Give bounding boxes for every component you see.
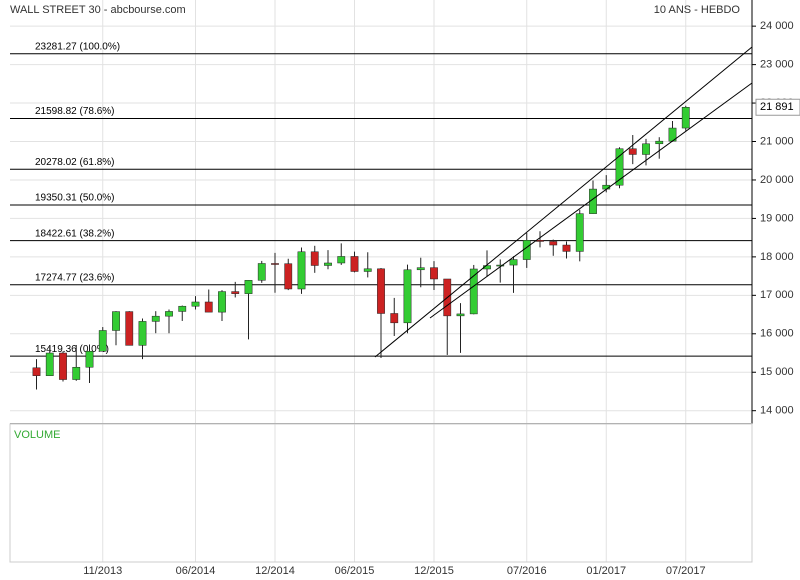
volume-panel xyxy=(9,423,753,563)
candle-body xyxy=(337,256,346,264)
candle-body xyxy=(59,352,67,380)
last-price-label: 21 891 xyxy=(760,101,794,113)
x-tick-label: 01/2017 xyxy=(586,565,626,577)
candle-body xyxy=(231,291,240,294)
candle-body xyxy=(496,264,505,267)
y-tick-label: 24 000 xyxy=(760,20,794,32)
candle-body xyxy=(430,267,438,280)
y-tick-label: 15 000 xyxy=(760,366,794,378)
candle-body xyxy=(681,106,690,129)
fibonacci: 23281.27 (100.0%) 21598.82 (78.6%) 20278.0… xyxy=(10,41,752,357)
candle-body xyxy=(178,305,187,312)
candle-body xyxy=(125,311,134,346)
candle-body xyxy=(456,313,465,317)
candle-body xyxy=(575,213,584,252)
fibonacci-label: 21598.82 (78.6%) xyxy=(35,106,115,117)
candle-body xyxy=(509,259,518,266)
channel-line xyxy=(429,82,753,319)
x-tick-label: 06/2015 xyxy=(335,565,375,577)
chart-subtitle: 10 ANS - HEBDO xyxy=(654,4,741,16)
fibonacci-label: 20278.02 (61.8%) xyxy=(35,157,115,168)
candle-body xyxy=(244,280,253,294)
y-tick-label: 20 000 xyxy=(760,174,794,186)
candle-body xyxy=(628,148,637,155)
volume-label: VOLUME xyxy=(14,429,60,441)
candle-body xyxy=(522,240,531,260)
candle-body xyxy=(85,350,94,368)
y-tick-label: 21 000 xyxy=(760,135,794,147)
channel-line xyxy=(374,46,753,358)
candle-body xyxy=(562,244,571,252)
chart-title: WALL STREET 30 - abcbourse.com xyxy=(10,4,186,16)
y-tick-label: 17 000 xyxy=(760,289,794,301)
candle-body xyxy=(549,241,558,246)
fibonacci-label: 23281.27 (100.0%) xyxy=(35,41,120,52)
x-tick-label: 06/2014 xyxy=(176,565,216,577)
x-tick-label: 12/2015 xyxy=(414,565,454,577)
candle-body xyxy=(98,330,107,352)
y-tick-label: 18 000 xyxy=(760,251,794,263)
candle-body xyxy=(32,367,41,376)
candle-body xyxy=(204,301,213,313)
fibonacci-label: 15419.36 (0.0%) xyxy=(35,344,109,355)
x-tick-label: 11/2013 xyxy=(83,565,122,577)
candle-body xyxy=(257,263,266,281)
x-tick-label: 07/2017 xyxy=(666,565,706,577)
candle-body xyxy=(72,366,81,380)
candle-body xyxy=(642,143,650,155)
candle-body xyxy=(655,140,664,145)
fibonacci-label: 17274.77 (23.6%) xyxy=(35,272,115,283)
candle-body xyxy=(45,352,54,376)
candles xyxy=(32,105,690,390)
y-tick-label: 16 000 xyxy=(760,328,794,340)
candle-body xyxy=(416,267,425,271)
candle-body xyxy=(284,263,293,290)
candle-body xyxy=(297,251,306,290)
candle-body xyxy=(112,311,120,331)
candle-body xyxy=(350,256,359,272)
axes: 14 000 15 000 16 000 17 000 18 000 19 000 20 0… xyxy=(83,20,800,577)
last-price-box xyxy=(755,98,800,116)
candle-body xyxy=(165,311,173,317)
y-tick-label: 23 000 xyxy=(760,59,794,71)
candle-body xyxy=(138,321,147,346)
fibonacci-label: 19350.31 (50.0%) xyxy=(35,193,115,204)
grid xyxy=(10,0,752,562)
candle-body xyxy=(310,251,319,266)
candle-body xyxy=(469,268,478,315)
y-tick-label: 19 000 xyxy=(760,212,794,224)
candle-body xyxy=(377,268,385,314)
fibonacci-label: 18422.61 (38.2%) xyxy=(35,228,115,239)
candle-body xyxy=(363,268,372,272)
candle-body xyxy=(271,263,279,265)
candle-body xyxy=(536,240,544,242)
candle-body xyxy=(151,315,160,322)
candle-body xyxy=(324,262,332,266)
candle-body xyxy=(218,291,226,313)
x-tick-label: 07/2016 xyxy=(507,565,547,577)
candle-body xyxy=(390,313,399,324)
y-tick-label: 14 000 xyxy=(760,405,794,417)
x-tick-label: 12/2014 xyxy=(255,565,295,577)
candle-body xyxy=(191,301,200,307)
candle-body xyxy=(403,269,412,324)
candle-body xyxy=(615,148,624,186)
